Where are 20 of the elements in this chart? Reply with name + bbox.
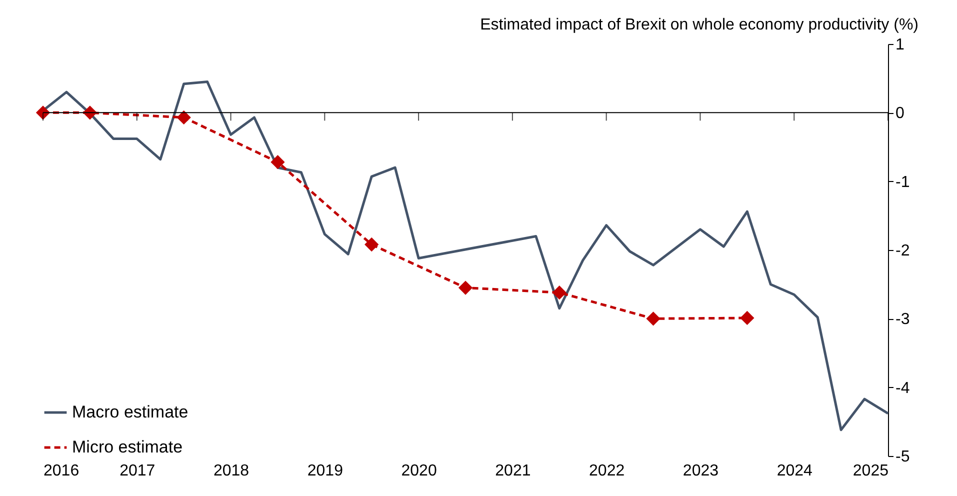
y-tick-label: -4 <box>896 380 910 397</box>
x-tick-label: 2018 <box>213 462 250 480</box>
x-tick-label: 2023 <box>682 462 719 480</box>
x-tick-label: 2021 <box>495 462 531 480</box>
y-tick-label: -5 <box>896 448 910 466</box>
x-tick-label: 2017 <box>120 462 156 480</box>
x-tick-label: 2025 <box>852 462 889 480</box>
y-tick-label: 0 <box>896 105 904 122</box>
y-tick-label: 1 <box>896 36 904 54</box>
legend-label: Macro estimate <box>72 402 188 422</box>
x-tick-label: 2024 <box>776 462 813 480</box>
x-tick-label: 2019 <box>307 462 344 480</box>
x-tick-label: 2016 <box>44 462 80 480</box>
x-tick-label: 2022 <box>589 462 625 480</box>
y-tick-label: -2 <box>896 242 910 260</box>
y-tick-label: -1 <box>896 174 910 191</box>
legend-label: Micro estimate <box>72 438 183 456</box>
y-axis-title: Estimated impact of Brexit on whole economy productivity (%) <box>480 16 918 34</box>
x-tick-label: 2020 <box>401 462 437 480</box>
y-tick-label: -3 <box>896 311 910 328</box>
